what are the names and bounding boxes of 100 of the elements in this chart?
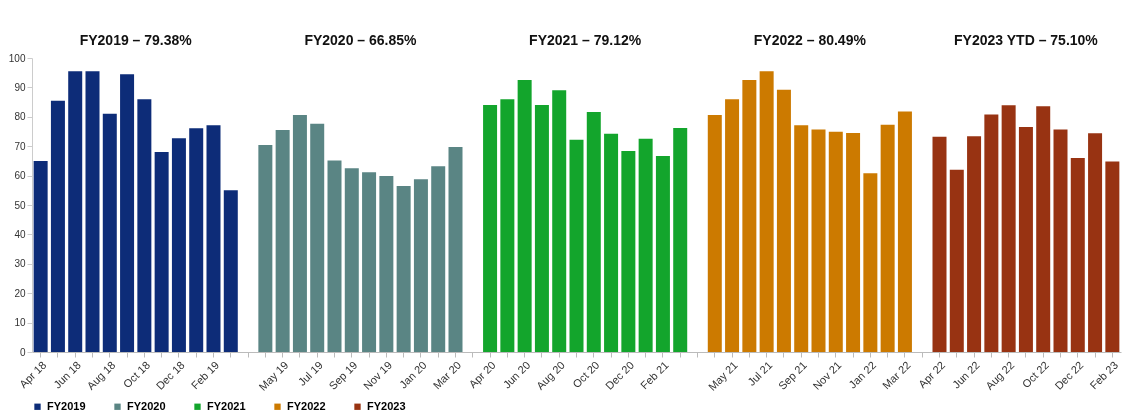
bar <box>1001 105 1016 352</box>
bar <box>776 89 791 352</box>
text: FY2020 – 66.85% <box>304 32 418 48</box>
bar <box>725 99 740 352</box>
bar <box>137 99 152 352</box>
y-tick-label: 20 <box>14 287 26 299</box>
bar <box>586 112 601 352</box>
x-tick-label: Jul 19 <box>295 358 325 389</box>
x-tick-label: Jan 20 <box>396 358 429 391</box>
bar <box>362 172 377 352</box>
bar <box>949 169 964 352</box>
bar <box>379 175 394 352</box>
x-tick-label: Sep 21 <box>775 358 809 392</box>
x-tick-label: Nov 19 <box>361 358 395 392</box>
text: FY2022 – 80.49% <box>753 32 867 48</box>
bar <box>1070 157 1085 352</box>
y-tick-label: 50 <box>14 199 26 211</box>
x-tick-label: Nov 21 <box>810 358 844 392</box>
bar <box>846 132 861 352</box>
bar <box>897 111 912 352</box>
bar <box>68 71 83 352</box>
bar <box>448 147 463 352</box>
bar <box>275 130 290 352</box>
x-tick-label: Mar 20 <box>430 358 464 392</box>
x-tick-label: Apr 18 <box>17 358 49 391</box>
bar <box>638 138 653 352</box>
bar <box>120 74 135 352</box>
y-tick-label: 100 <box>8 52 26 64</box>
bar <box>621 150 636 352</box>
bar <box>880 124 895 352</box>
x-tick-label: Dec 18 <box>153 358 187 392</box>
bar <box>206 125 221 352</box>
x-tick-label: Jul 21 <box>745 358 775 389</box>
bar <box>154 152 169 352</box>
bar <box>534 105 549 352</box>
x-tick-label: Dec 20 <box>603 358 637 392</box>
x-tick-label: Jun 22 <box>950 358 982 391</box>
y-tick-label: 80 <box>14 111 26 123</box>
legend-label: FY2022 <box>287 399 326 412</box>
bar <box>517 80 532 352</box>
bar <box>483 105 498 352</box>
bar <box>759 71 774 352</box>
bar <box>189 128 204 352</box>
x-tick-label: Dec 22 <box>1052 358 1086 392</box>
bar <box>604 133 619 352</box>
bar <box>33 160 48 352</box>
bar <box>327 160 342 352</box>
x-tick-label: May 19 <box>256 358 291 393</box>
bar <box>85 71 100 352</box>
bar <box>431 166 446 352</box>
x-tick-label: Oct 22 <box>1019 358 1051 391</box>
bar <box>396 185 411 352</box>
legend-label: FY2023 <box>367 399 406 412</box>
y-tick-label: 70 <box>14 140 26 152</box>
x-tick-label: Oct 20 <box>570 358 602 391</box>
bar <box>1105 161 1120 352</box>
bar <box>1018 127 1033 352</box>
text: FY2019 – 79.38% <box>79 32 193 48</box>
bar <box>569 139 584 352</box>
bar <box>1053 129 1068 352</box>
x-tick-label: Jan 22 <box>846 358 879 391</box>
y-tick-label: 60 <box>14 170 26 182</box>
x-tick-label: Oct 18 <box>120 358 153 391</box>
x-tick-label: Apr 22 <box>915 358 948 391</box>
x-tick-label: Mar 22 <box>880 358 913 392</box>
bar <box>292 115 307 352</box>
bar <box>258 145 273 352</box>
x-tick-label: Feb 21 <box>638 358 671 392</box>
bar <box>1036 106 1051 352</box>
x-tick-label: Apr 20 <box>466 358 498 391</box>
x-tick-label: Jun 18 <box>51 358 83 391</box>
x-tick-label: Feb 19 <box>188 358 222 392</box>
bar <box>50 100 65 352</box>
legend-label: FY2020 <box>127 399 166 412</box>
x-tick-label: Aug 18 <box>84 358 118 392</box>
x-tick-label: Feb 23 <box>1087 358 1121 392</box>
bar <box>707 115 722 352</box>
y-tick-label: 90 <box>14 81 26 93</box>
x-tick-label: Aug 20 <box>533 358 567 392</box>
legend-label: FY2021 <box>207 399 246 412</box>
bar <box>344 168 359 352</box>
y-tick-label: 30 <box>14 258 26 270</box>
x-tick-label: Jun 20 <box>500 358 533 391</box>
bar <box>310 123 325 352</box>
bar <box>500 99 515 352</box>
x-tick-label: Sep 19 <box>326 358 360 392</box>
y-tick-label: 0 <box>19 346 26 358</box>
legend-label: FY2019 <box>47 399 86 412</box>
bar <box>967 136 982 352</box>
text: FY2023 YTD – 75.10% <box>954 32 1099 48</box>
bar <box>223 190 238 352</box>
bar <box>171 138 186 352</box>
y-tick-label: 40 <box>14 228 26 240</box>
text: FY2021 – 79.12% <box>529 32 642 48</box>
bar <box>984 114 999 352</box>
bar <box>863 173 878 352</box>
y-tick-label: 10 <box>14 317 26 329</box>
bar <box>552 90 567 352</box>
bar <box>742 80 757 352</box>
bar <box>413 179 428 352</box>
